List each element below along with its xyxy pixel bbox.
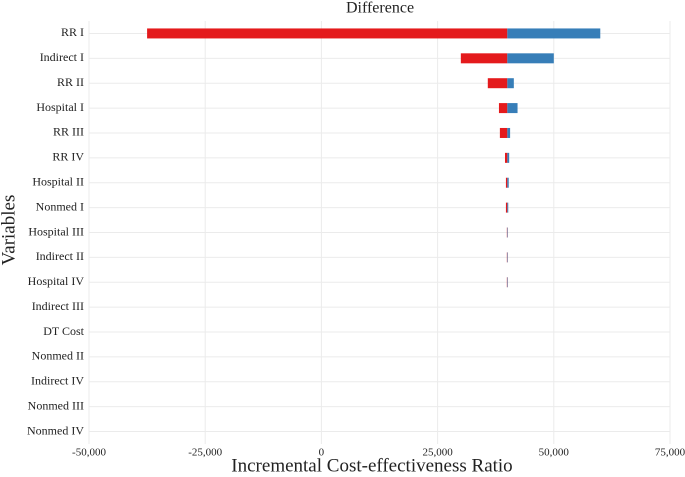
y-tick-label: RR I <box>61 25 84 39</box>
x-tick-label: 50,000 <box>539 447 570 459</box>
high-bar <box>507 152 510 163</box>
y-tick-label: Indirect I <box>40 50 84 64</box>
y-tick-label: Nonmed I <box>36 199 84 213</box>
y-tick-label: Hospital III <box>28 224 84 238</box>
low-bar <box>487 78 508 89</box>
high-bar <box>507 103 518 114</box>
y-tick-label: Hospital IV <box>28 274 85 288</box>
x-tick-label: 75,000 <box>655 447 685 459</box>
y-axis-title: Variables <box>0 195 19 266</box>
y-tick-label: Hospital I <box>36 100 84 114</box>
y-tick-label: Nonmed IV <box>27 423 84 437</box>
high-bar <box>507 127 511 138</box>
low-bar <box>505 202 508 213</box>
low-bar <box>499 127 508 138</box>
low-bar <box>504 152 508 163</box>
x-tick-label: 25,000 <box>422 447 453 459</box>
x-axis-title: Incremental Cost-effectiveness Ratio <box>231 455 512 476</box>
low-bar <box>505 177 508 188</box>
y-tick-label: Nonmed II <box>32 349 84 363</box>
y-tick-label: Indirect II <box>36 249 84 263</box>
y-tick-label: Nonmed III <box>28 398 84 412</box>
high-bar <box>507 177 509 188</box>
y-tick-label: Indirect IV <box>31 374 84 388</box>
y-tick-label: RR III <box>53 125 84 139</box>
low-bar <box>460 53 508 64</box>
low-bar <box>147 28 508 39</box>
high-bar <box>507 53 554 64</box>
low-bar <box>498 103 508 114</box>
y-tick-label: RR IV <box>52 150 84 164</box>
y-tick-label: RR II <box>57 75 84 89</box>
y-tick-label: Hospital II <box>32 174 84 188</box>
chart-title: Difference <box>346 0 414 17</box>
x-tick-label: -50,000 <box>72 447 106 459</box>
high-bar <box>507 202 509 213</box>
x-tick-label: 0 <box>319 447 325 459</box>
y-tick-label: Indirect III <box>32 299 84 313</box>
high-bar <box>507 78 514 89</box>
y-tick-label: DT Cost <box>43 324 84 338</box>
x-tick-label: -25,000 <box>188 447 222 459</box>
high-bar <box>507 28 601 39</box>
